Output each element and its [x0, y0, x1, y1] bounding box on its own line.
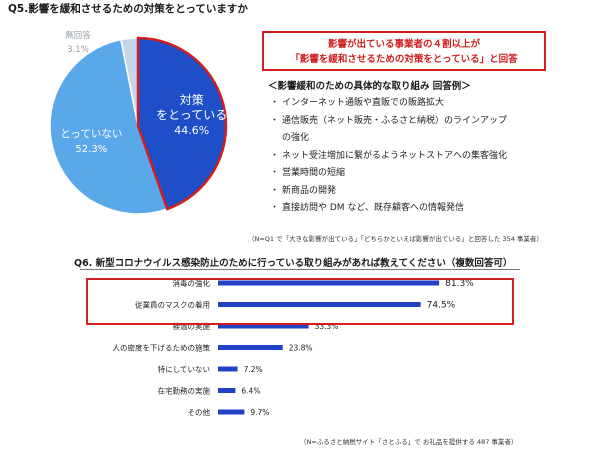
measure-text: ネット受注増加に繋がるようネットストアへの集客強化 — [282, 150, 508, 161]
pie-label-no-answer: 無回答 — [65, 30, 91, 41]
bar — [218, 388, 236, 393]
bar-value-label: 6.4% — [241, 387, 260, 396]
measures-heading: ＜影響緩和のための具体的な取り組み 回答例＞ — [268, 81, 471, 92]
bar-value-label: 7.2% — [244, 365, 263, 374]
measure-text: 営業時間の短縮 — [282, 168, 346, 178]
bar-category-label: その他 — [188, 407, 211, 417]
bar — [218, 409, 245, 415]
bar — [218, 323, 309, 329]
bar — [218, 366, 238, 372]
measure-item: ・新商品の開発 — [270, 183, 560, 201]
bar-value-label: 74.5% — [427, 301, 456, 311]
pie-slice-highlight-outline — [136, 36, 228, 211]
bar-value-label: 81.3% — [445, 279, 474, 289]
measure-item: ・ネット受注増加に繋がるようネットストアへの集客強化 — [270, 148, 560, 166]
bullet: ・ — [270, 115, 280, 126]
measure-text: インターネット通販や直販での販路拡大 — [282, 98, 445, 108]
pie-value-no-answer: 3.1% — [67, 45, 89, 55]
measure-text: 新商品の開発 — [282, 185, 337, 196]
bar — [218, 302, 421, 307]
q5-title: Q5.影響を緩和させるための対策をとっていますか — [8, 3, 248, 15]
bar-chart: 消毒の強化 81.3% 従業員のマスクの着用 74.5% 検温の実施 33.3% 人の密度を… — [113, 278, 475, 417]
pie-slice-not-taking — [49, 38, 169, 215]
key-finding-line1: 影響が出ている事業者の４割以上が — [327, 39, 480, 50]
bar-category-label: 在宅勤務の実施 — [158, 386, 211, 396]
measure-text: 通信販売（ネット販売・ふるさと納税）のラインアップ — [282, 115, 508, 126]
bullet: ・ — [270, 203, 280, 213]
bullet: ・ — [270, 98, 280, 108]
q5-sample-note: （N=Q1 で「大きな影響が出ている」「どちらかといえば影響が出ている」と回答し… — [248, 235, 543, 243]
measure-item: ・営業時間の短縮 — [270, 165, 560, 183]
key-finding-line2: 「影響を緩和させるための対策をとっている」と回答 — [290, 54, 518, 65]
bar-value-label: 9.7% — [250, 408, 269, 417]
bar-category-label: 人の密度を下げるための施策 — [113, 343, 211, 353]
bar-category-label: 消毒の強化 — [173, 278, 211, 288]
key-finding-box: 影響が出ている事業者の４割以上が 「影響を緩和させるための対策をとっている」と回… — [262, 31, 546, 71]
pie-value-not-taking: 52.3% — [75, 144, 107, 155]
top-measures-highlight — [86, 278, 514, 325]
measure-item: ・通信販売（ネット販売・ふるさと納税）のラインアップ — [270, 113, 560, 131]
divider — [80, 269, 520, 270]
pie-label-not-taking: とっていない — [60, 128, 122, 140]
pie-chart: 対策をとっている 44.6% とっていない 52.3% 無回答 3.1% — [49, 30, 228, 215]
bullet: ・ — [270, 168, 280, 178]
bar — [218, 345, 283, 350]
measures-list: ・インターネット通販や直販での販路拡大 ・通信販売（ネット販売・ふるさと納税）の… — [270, 95, 560, 218]
bar-category-label: 検温の実施 — [173, 321, 211, 331]
q6-title: Q6. 新型コロナウイルス感染防止のために行っている取り組みがあれば教えてくださ… — [74, 258, 513, 269]
pie-label-taking: 対策 — [180, 93, 204, 107]
bar-value-label: 33.3% — [315, 322, 339, 331]
measure-text: 直接訪問や DM など、既存顧客への情報発信 — [282, 203, 464, 213]
measure-item-continued: の強化 — [270, 130, 560, 148]
pie-value-taking: 44.6% — [174, 124, 209, 137]
q6-sample-note: （N=ふるさと納税サイト「さとふる」で お礼品を提供する 487 事業者） — [300, 438, 518, 446]
bar-category-label: 従業員のマスクの着用 — [135, 300, 210, 310]
bullet: ・ — [270, 185, 280, 196]
bullet: ・ — [270, 150, 280, 161]
pie-label-taking: をとっている — [156, 108, 227, 122]
bar-category-label: 特にしていない — [158, 364, 210, 374]
bar-value-label: 23.8% — [289, 344, 313, 353]
bar — [218, 280, 440, 286]
measure-text: の強化 — [282, 133, 310, 143]
measure-item: ・インターネット通販や直販での販路拡大 — [270, 95, 560, 113]
measure-item: ・直接訪問や DM など、既存顧客への情報発信 — [270, 200, 560, 218]
